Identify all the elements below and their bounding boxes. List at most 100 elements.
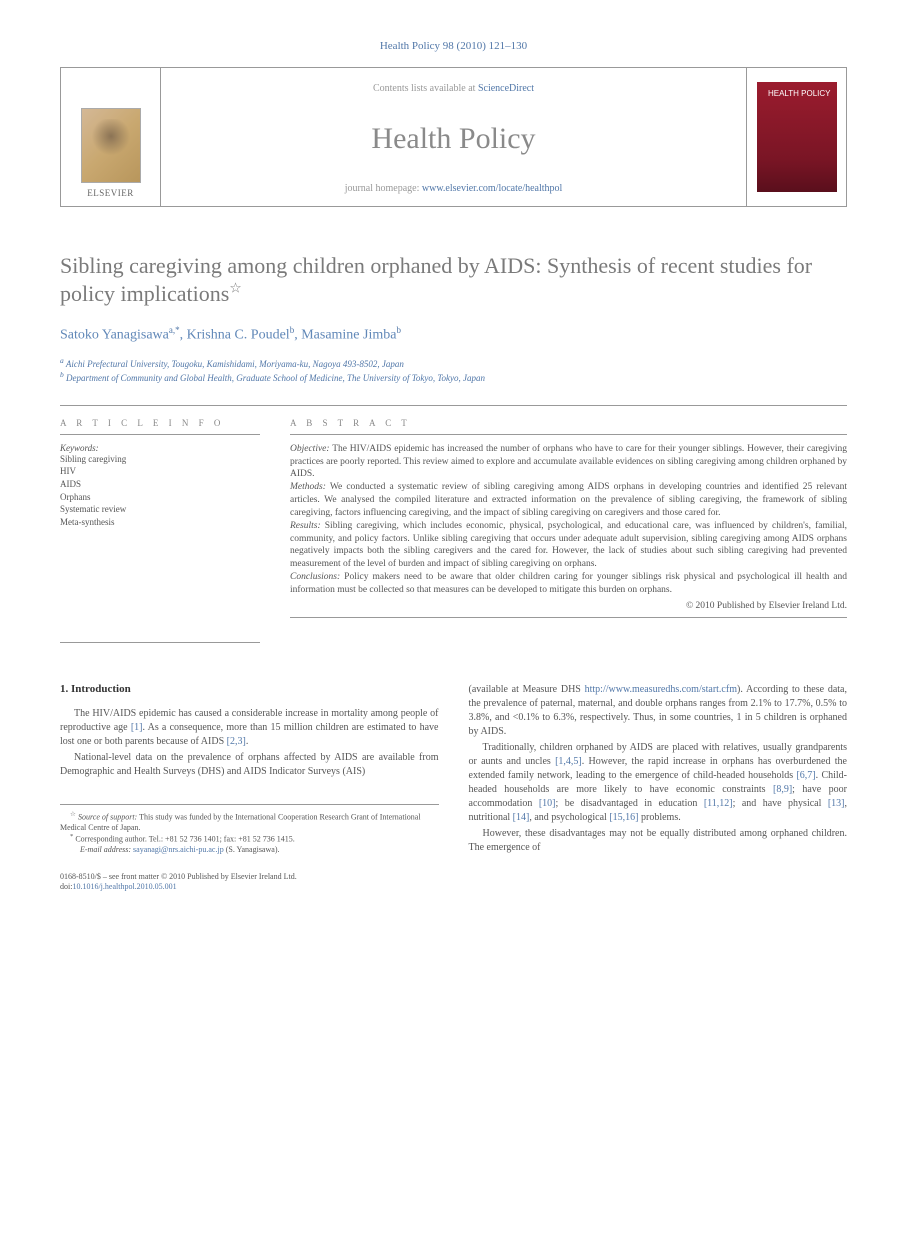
author-sup: b: [396, 325, 401, 335]
keyword: Meta-synthesis: [60, 516, 260, 529]
body-left-column: 1. Introduction The HIV/AIDS epidemic ha…: [60, 683, 439, 857]
footnote-marker: ☆: [70, 811, 76, 818]
body-paragraph: (available at Measure DHS http://www.mea…: [469, 683, 848, 739]
affiliation: a Aichi Prefectural University, Tougoku,…: [60, 356, 847, 371]
citation-link[interactable]: [2,3]: [227, 736, 246, 747]
author-name: Satoko Yanagisawa: [60, 328, 169, 343]
citation-link[interactable]: [10]: [539, 798, 556, 809]
citation-link[interactable]: [14]: [513, 812, 530, 823]
article-title: Sibling caregiving among children orphan…: [60, 252, 847, 307]
journal-homepage: journal homepage: www.elsevier.com/locat…: [345, 183, 563, 194]
body-paragraph: Traditionally, children orphaned by AIDS…: [469, 741, 848, 825]
keywords-label: Keywords:: [60, 443, 260, 453]
affil-text: Department of Community and Global Healt…: [66, 373, 485, 383]
divider: [60, 405, 847, 406]
abstract-objective: The HIV/AIDS epidemic has increased the …: [290, 444, 847, 480]
para-text: problems.: [639, 812, 681, 823]
info-abstract-row: A R T I C L E I N F O Keywords: Sibling …: [60, 418, 847, 630]
citation-link[interactable]: [13]: [828, 798, 845, 809]
publisher-name: ELSEVIER: [87, 188, 134, 198]
sciencedirect-link[interactable]: ScienceDirect: [478, 83, 534, 94]
article-info-header: A R T I C L E I N F O: [60, 418, 260, 435]
affil-sup: a: [60, 356, 64, 365]
title-footnote-marker: ☆: [229, 281, 242, 296]
keyword: Orphans: [60, 491, 260, 504]
author-list: Satoko Yanagisawaa,*, Krishna C. Poudelb…: [60, 325, 847, 344]
section-title: 1. Introduction: [60, 683, 439, 695]
body-paragraph: The HIV/AIDS epidemic has caused a consi…: [60, 707, 439, 749]
body-right-column: (available at Measure DHS http://www.mea…: [469, 683, 848, 857]
abstract-header: A B S T R A C T: [290, 418, 847, 435]
para-text: , and psychological: [529, 812, 609, 823]
divider: [60, 642, 260, 643]
affil-text: Aichi Prefectural University, Tougoku, K…: [66, 359, 404, 369]
abstract-results-label: Results:: [290, 521, 321, 531]
cover-title-text: HEALTH POLICY: [768, 90, 831, 99]
article-info-column: A R T I C L E I N F O Keywords: Sibling …: [60, 418, 260, 630]
header-center: Contents lists available at ScienceDirec…: [161, 68, 746, 206]
body-paragraph: National-level data on the prevalence of…: [60, 751, 439, 779]
keyword: Sibling caregiving: [60, 453, 260, 466]
footnote-label: Source of support:: [78, 812, 137, 821]
author-name: Krishna C. Poudel: [187, 328, 290, 343]
affil-sup: b: [60, 370, 64, 379]
abstract-methods: We conducted a systematic review of sibl…: [290, 482, 847, 518]
footnote: * Corresponding author. Tel.: +81 52 736…: [60, 833, 439, 845]
para-text: .: [246, 736, 249, 747]
keyword: HIV: [60, 465, 260, 478]
abstract-methods-label: Methods:: [290, 482, 326, 492]
body-paragraph: However, these disadvantages may not be …: [469, 827, 848, 855]
publisher-logo-box: ELSEVIER: [61, 68, 161, 206]
email-link[interactable]: sayanagi@nrs.aichi-pu.ac.jp: [133, 845, 224, 854]
journal-header-box: ELSEVIER Contents lists available at Sci…: [60, 67, 847, 207]
footer-metadata: 0168-8510/$ – see front matter © 2010 Pu…: [60, 872, 847, 893]
citation-link[interactable]: [15,16]: [609, 812, 638, 823]
abstract-objective-label: Objective:: [290, 444, 330, 454]
para-text: (available at Measure DHS: [469, 684, 585, 695]
email-author: (S. Yanagisawa).: [224, 845, 280, 854]
abstract-column: A B S T R A C T Objective: The HIV/AIDS …: [290, 418, 847, 630]
citation-link[interactable]: [6,7]: [796, 770, 815, 781]
journal-cover-box: HEALTH POLICY: [746, 68, 846, 206]
abstract-body: Objective: The HIV/AIDS epidemic has inc…: [290, 443, 847, 597]
body-columns: 1. Introduction The HIV/AIDS epidemic ha…: [60, 683, 847, 857]
url-link[interactable]: http://www.measuredhs.com/start.cfm: [585, 684, 737, 695]
doi-label: doi:: [60, 882, 72, 891]
author-name: Masamine Jimba: [301, 328, 396, 343]
footnote: ☆ Source of support: This study was fund…: [60, 811, 439, 833]
contents-text: Contents lists available at: [373, 83, 478, 94]
journal-reference: Health Policy 98 (2010) 121–130: [60, 40, 847, 52]
email-label: E-mail address:: [80, 845, 133, 854]
divider: [290, 617, 847, 618]
journal-title: Health Policy: [371, 122, 535, 156]
keyword: AIDS: [60, 478, 260, 491]
para-text: ; and have physical: [733, 798, 828, 809]
abstract-conclusions-label: Conclusions:: [290, 572, 340, 582]
title-text: Sibling caregiving among children orphan…: [60, 253, 812, 306]
footnote-marker: *: [70, 833, 73, 840]
keyword: Systematic review: [60, 503, 260, 516]
abstract-results: Sibling caregiving, which includes econo…: [290, 521, 847, 569]
contents-available: Contents lists available at ScienceDirec…: [373, 83, 534, 94]
doi-link[interactable]: 10.1016/j.healthpol.2010.05.001: [72, 882, 176, 891]
doi-line: doi:10.1016/j.healthpol.2010.05.001: [60, 882, 847, 892]
para-text: National-level data on the prevalence of…: [60, 752, 439, 777]
affiliation: b Department of Community and Global Hea…: [60, 370, 847, 385]
homepage-url-link[interactable]: www.elsevier.com/locate/healthpol: [422, 183, 562, 194]
issn-copyright: 0168-8510/$ – see front matter © 2010 Pu…: [60, 872, 847, 882]
citation-link[interactable]: [1,4,5]: [555, 756, 582, 767]
footnote: E-mail address: sayanagi@nrs.aichi-pu.ac…: [60, 845, 439, 855]
copyright-text: © 2010 Published by Elsevier Ireland Ltd…: [290, 601, 847, 611]
author-sup: b: [290, 325, 295, 335]
journal-cover-thumbnail: HEALTH POLICY: [757, 82, 837, 192]
footnote-text: Tel.: +81 52 736 1401; fax: +81 52 736 1…: [147, 835, 295, 844]
abstract-conclusions: Policy makers need to be aware that olde…: [290, 572, 847, 595]
citation-link[interactable]: [1]: [131, 722, 143, 733]
citation-link[interactable]: [8,9]: [773, 784, 792, 795]
author-sup: a,*: [169, 325, 180, 335]
affiliations-list: a Aichi Prefectural University, Tougoku,…: [60, 356, 847, 385]
footnote-label: Corresponding author.: [75, 835, 147, 844]
citation-link[interactable]: [11,12]: [704, 798, 733, 809]
footnotes-block: ☆ Source of support: This study was fund…: [60, 804, 439, 856]
para-text: ; be disadvantaged in education: [556, 798, 704, 809]
